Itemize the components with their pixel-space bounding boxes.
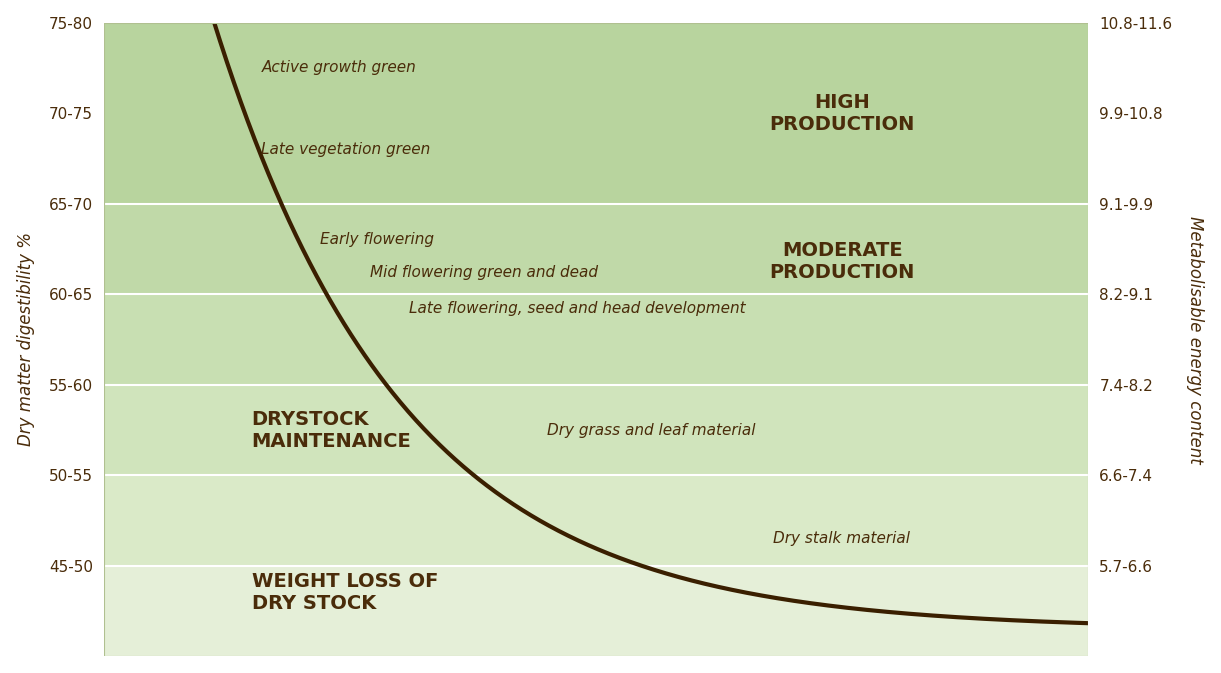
Bar	[104, 204, 1088, 294]
Bar	[104, 385, 1088, 475]
Text: Dry stalk material: Dry stalk material	[773, 531, 910, 546]
Bar	[104, 294, 1088, 385]
Y-axis label: Dry matter digestibility %: Dry matter digestibility %	[17, 232, 34, 446]
Bar	[104, 23, 1088, 204]
Text: Late flowering, seed and head development: Late flowering, seed and head developmen…	[409, 302, 746, 316]
Text: Dry grass and leaf material: Dry grass and leaf material	[547, 423, 756, 437]
Bar	[104, 566, 1088, 656]
Text: DRYSTOCK
MAINTENANCE: DRYSTOCK MAINTENANCE	[252, 410, 411, 450]
Text: MODERATE
PRODUCTION: MODERATE PRODUCTION	[769, 241, 915, 282]
Text: HIGH
PRODUCTION: HIGH PRODUCTION	[769, 93, 915, 134]
Text: Early flowering: Early flowering	[320, 232, 435, 248]
Text: Mid flowering green and dead: Mid flowering green and dead	[370, 265, 597, 280]
Text: WEIGHT LOSS OF
DRY STOCK: WEIGHT LOSS OF DRY STOCK	[252, 573, 438, 614]
Bar	[104, 475, 1088, 566]
Text: Late vegetation green: Late vegetation green	[261, 142, 431, 157]
Text: Active growth green: Active growth green	[261, 61, 416, 75]
Y-axis label: Metabolisable energy content: Metabolisable energy content	[1187, 215, 1204, 464]
